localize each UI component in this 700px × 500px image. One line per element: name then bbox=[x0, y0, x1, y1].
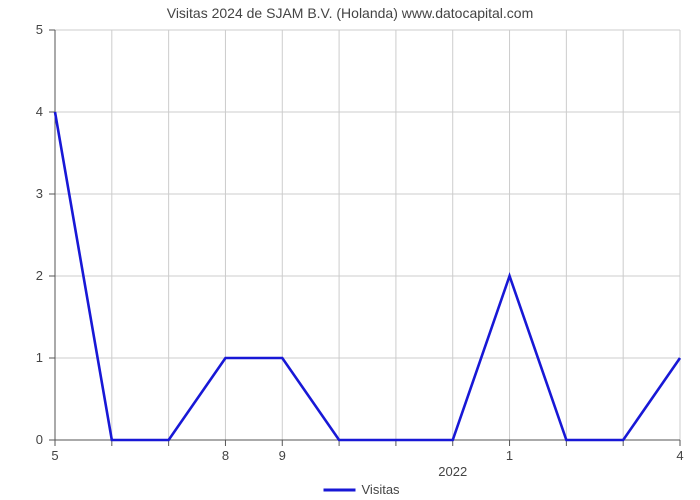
y-tick-label: 1 bbox=[36, 350, 43, 365]
x-tick-secondary-labels: 2022 bbox=[438, 464, 467, 479]
y-tick-label: 2 bbox=[36, 268, 43, 283]
y-tick-label: 4 bbox=[36, 104, 43, 119]
y-tick-label: 3 bbox=[36, 186, 43, 201]
x-tick-label: 8 bbox=[222, 448, 229, 463]
x-tick-label: 5 bbox=[51, 448, 58, 463]
legend-label: Visitas bbox=[362, 482, 401, 497]
chart-title: Visitas 2024 de SJAM B.V. (Holanda) www.… bbox=[167, 5, 534, 21]
legend: Visitas bbox=[324, 482, 401, 497]
y-tick-label: 0 bbox=[36, 432, 43, 447]
x-tick-label: 1 bbox=[506, 448, 513, 463]
y-tick-label: 5 bbox=[36, 22, 43, 37]
x-tick-secondary-label: 2022 bbox=[438, 464, 467, 479]
y-tick-labels: 0 1 2 3 4 5 bbox=[36, 22, 43, 447]
visits-line-chart: Visitas 2024 de SJAM B.V. (Holanda) www.… bbox=[0, 0, 700, 500]
axes bbox=[49, 30, 680, 446]
x-tick-label: 4 bbox=[676, 448, 683, 463]
x-tick-labels: 5 8 9 1 4 bbox=[51, 448, 683, 463]
gridlines bbox=[55, 30, 680, 440]
x-tick-label: 9 bbox=[279, 448, 286, 463]
